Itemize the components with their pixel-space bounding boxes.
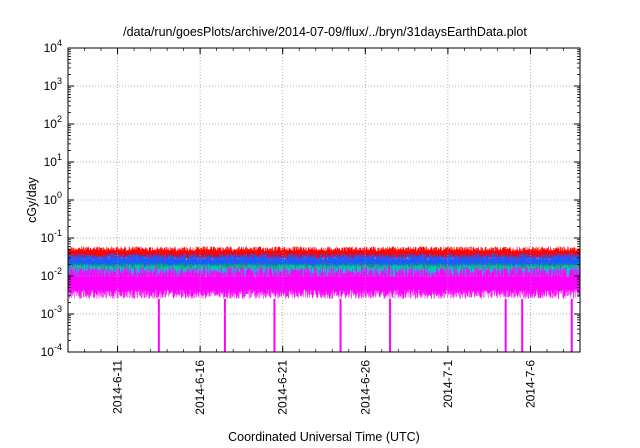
y-tick-label: 103: [44, 76, 62, 93]
x-ticks: 2014-6-11 2014-6-16 2014-6-21 2014-6-26 2014…: [67, 48, 581, 415]
y-tick-label: 10-4: [41, 342, 62, 359]
x-tick-label: 2014-6-26: [358, 360, 372, 415]
data-layer: [67, 246, 581, 352]
x-axis-label: Coordinated Universal Time (UTC): [228, 430, 420, 444]
y-tick-label: 101: [44, 152, 62, 169]
y-tick-label: 10-2: [41, 266, 62, 283]
y-tick-label: 10-1: [41, 228, 62, 245]
x-tick-label: 2014-6-16: [193, 360, 207, 415]
y-tick-label: 104: [44, 38, 62, 55]
y-tick-label: 100: [44, 190, 62, 207]
chart-title: /data/run/goesPlots/archive/2014-07-09/f…: [123, 25, 527, 39]
y-tick-label: 102: [44, 114, 62, 131]
y-axis-label: cGy/day: [25, 176, 39, 223]
x-tick-label: 2014-6-21: [276, 360, 290, 415]
x-tick-label: 2014-7-6: [523, 360, 537, 408]
x-tick-label: 2014-7-1: [441, 360, 455, 408]
x-tick-label: 2014-6-11: [111, 360, 125, 414]
y-ticks: 10-4 10-3 10-2 10-1 100 101 102 103 104: [41, 38, 580, 359]
y-tick-label: 10-3: [41, 304, 62, 321]
grid-layer: [68, 48, 580, 352]
